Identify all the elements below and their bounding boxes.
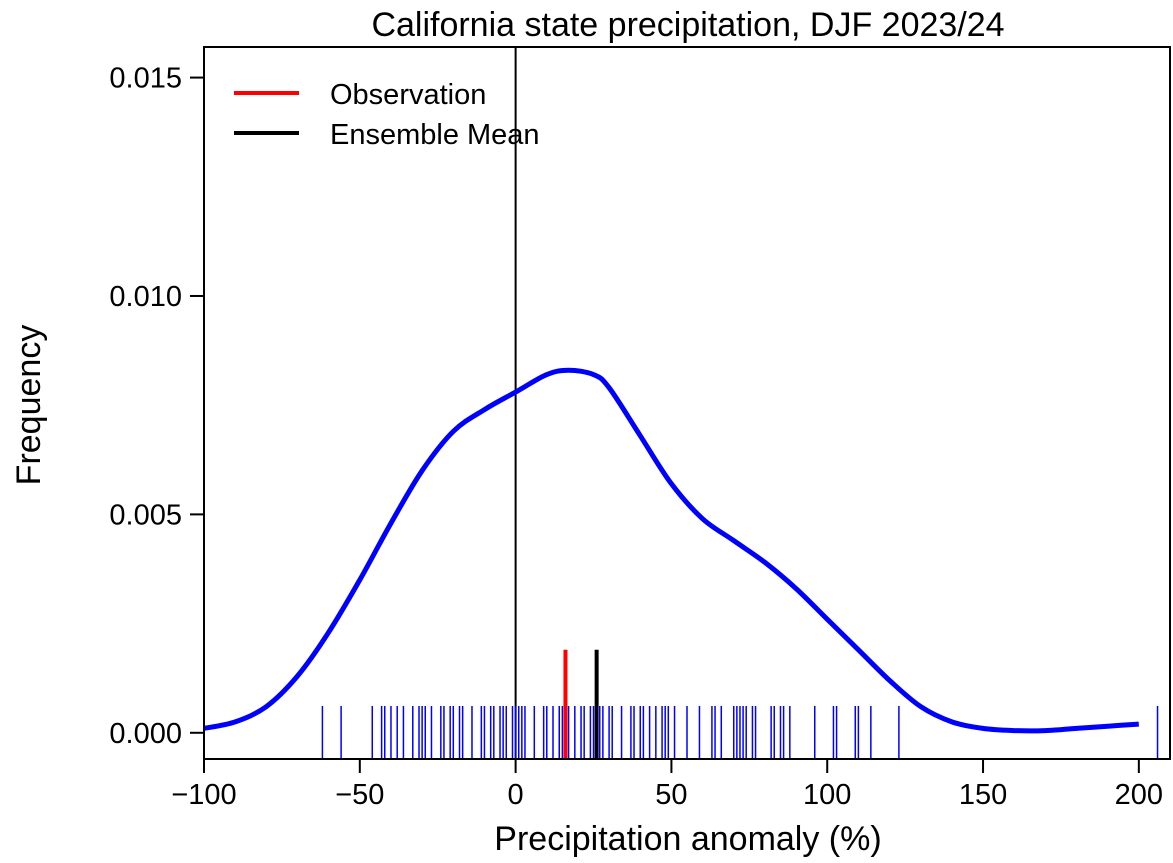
chart-title: California state precipitation, DJF 2023… (371, 6, 1004, 44)
plot-frame (203, 46, 1171, 760)
y-tick-label: 0.000 (109, 718, 182, 750)
x-axis-label: Precipitation anomaly (%) (494, 820, 881, 858)
legend: Observation Ensemble Mean (234, 79, 540, 151)
legend-label-ensemble-mean: Ensemble Mean (330, 119, 540, 151)
x-axis: −100 −50 0 50 100 150 200 (171, 759, 1163, 811)
y-tick-label: 0.010 (109, 281, 182, 313)
y-axis-label: Frequency (10, 325, 48, 486)
x-tick-label: 150 (959, 779, 1007, 811)
x-tick-label: −50 (335, 779, 384, 811)
x-tick-label: 100 (803, 779, 851, 811)
y-tick-label: 0.005 (109, 499, 182, 531)
legend-label-observation: Observation (330, 79, 486, 111)
x-tick-label: 200 (1115, 779, 1163, 811)
y-axis: 0.000 0.005 0.010 0.015 (109, 63, 204, 750)
x-tick-label: 0 (508, 779, 524, 811)
y-tick-label: 0.015 (109, 63, 182, 95)
plot-area (203, 47, 1159, 759)
x-tick-label: −100 (171, 779, 236, 811)
x-tick-label: 50 (655, 779, 687, 811)
density-curve (203, 367, 1139, 734)
